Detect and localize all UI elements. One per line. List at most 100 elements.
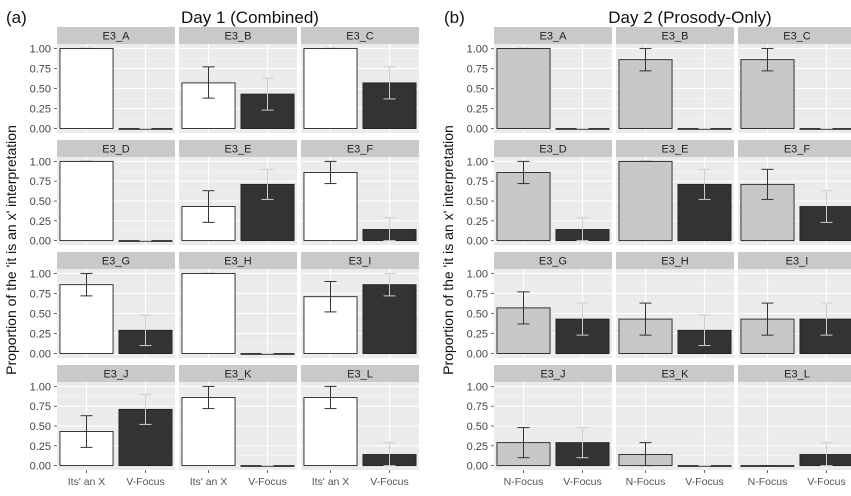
- y-tick-label: 0.25: [30, 329, 51, 341]
- facet-title: E3_G: [539, 256, 567, 268]
- y-tick-label: 0.50: [467, 421, 488, 433]
- y-axis-label: Proportion of the 'it is an x' interpret…: [440, 125, 456, 375]
- bar: [303, 48, 358, 129]
- y-tick-label: 1.00: [467, 156, 488, 168]
- y-tick-label: 0.00: [467, 124, 488, 136]
- y-tick-label: 0.50: [30, 421, 51, 433]
- facet: E3_C: [301, 27, 419, 133]
- facet-title: E3_A: [540, 31, 568, 43]
- x-tick-label: N-Focus: [626, 476, 666, 488]
- facet: E3_J 0.00 0.25 0.50 0.75 1.00 N-Focus V-Focus: [467, 365, 612, 488]
- y-tick-label: 1.00: [30, 156, 51, 168]
- facet-strip: [494, 365, 612, 382]
- y-tick-label: 1.00: [467, 268, 488, 280]
- x-tick-label: V-Focus: [807, 476, 846, 488]
- x-tick-label: V-Focus: [126, 476, 165, 488]
- bar: [59, 160, 114, 242]
- y-tick-label: 0.75: [467, 176, 488, 188]
- facet-strip: [616, 140, 734, 157]
- facet: E3_G 0.00 0.25 0.50 0.75 1.00: [30, 252, 175, 361]
- facet-title: E3_G: [102, 256, 130, 268]
- x-tick-label: V-Focus: [685, 476, 724, 488]
- facet-strip: [57, 140, 175, 157]
- y-tick-label: 1.00: [467, 381, 488, 393]
- facet-title: E3_C: [346, 31, 374, 43]
- y-axis-label: Proportion of the 'it is an x' interpret…: [3, 125, 19, 375]
- facet: E3_D 0.00 0.25 0.50 0.75 1.00: [467, 140, 612, 248]
- facet: E3_K N-Focus V-Focus: [616, 365, 734, 488]
- chart-title: Day 1 (Combined): [181, 8, 319, 27]
- facet: E3_G 0.00 0.25 0.50 0.75 1.00: [467, 252, 612, 361]
- y-tick-label: 0.00: [30, 349, 51, 361]
- y-tick-label: 0.25: [30, 216, 51, 228]
- facet-title: E3_A: [103, 31, 131, 43]
- y-tick-label: 0.25: [467, 441, 488, 453]
- bar: [181, 397, 236, 467]
- bar: [59, 48, 114, 129]
- facet-title: E3_B: [225, 31, 252, 43]
- facet: E3_D 0.00 0.25 0.50 0.75 1.00: [30, 140, 175, 248]
- bar: [496, 48, 551, 129]
- facet-strip: [494, 140, 612, 157]
- facet: E3_I: [738, 252, 851, 358]
- facet-strip: [494, 252, 612, 269]
- facet: E3_E: [616, 140, 734, 245]
- facet-strip: [616, 365, 734, 382]
- y-tick-label: 0.75: [30, 63, 51, 75]
- chart-panel-b: (b) Day 2 (Prosody-Only) Proportion of the…: [440, 8, 851, 488]
- facet-strip: [179, 27, 297, 44]
- y-tick-label: 0.75: [467, 288, 488, 300]
- facet: E3_B: [616, 27, 734, 133]
- y-tick-label: 0.00: [30, 461, 51, 473]
- y-tick-label: 1.00: [30, 268, 51, 280]
- facet-strip: [738, 365, 851, 382]
- facet-title: E3_F: [347, 144, 374, 156]
- facet-strip: [494, 27, 612, 44]
- y-tick-label: 0.75: [467, 63, 488, 75]
- facet-title: E3_K: [225, 369, 253, 381]
- facet-strip: [738, 27, 851, 44]
- facet: E3_H: [179, 252, 297, 358]
- facet-title: E3_D: [102, 144, 130, 156]
- facet-title: E3_I: [786, 256, 809, 268]
- chart-panel-a: (a) Day 1 (Combined) Proportion of the 'it…: [3, 8, 419, 488]
- bar: [799, 206, 851, 242]
- x-tick-label: V-Focus: [248, 476, 287, 488]
- facet-title: E3_F: [784, 144, 811, 156]
- facet: E3_K Its' an X V-Focus: [179, 365, 297, 488]
- y-tick-label: 0.00: [467, 461, 488, 473]
- y-tick-label: 0.25: [467, 329, 488, 341]
- facet: E3_A 0.00 0.25 0.50 0.75 1.00: [467, 27, 612, 136]
- facet: E3_H: [616, 252, 734, 358]
- facet-title: E3_B: [662, 31, 689, 43]
- y-tick-label: 0.50: [30, 196, 51, 208]
- panel-label: (a): [6, 8, 27, 27]
- y-tick-label: 0.25: [30, 104, 51, 116]
- bar: [618, 160, 673, 242]
- y-tick-label: 0.25: [30, 441, 51, 453]
- facet: E3_L Its' an X V-Focus: [301, 365, 419, 488]
- facet: E3_E: [179, 140, 297, 245]
- y-tick-label: 0.50: [467, 84, 488, 96]
- x-tick-label: Its' an X: [68, 476, 106, 488]
- x-tick-label: N-Focus: [748, 476, 788, 488]
- y-tick-label: 1.00: [467, 43, 488, 55]
- x-tick-label: N-Focus: [504, 476, 544, 488]
- facet-strip: [179, 365, 297, 382]
- y-tick-label: 0.75: [30, 401, 51, 413]
- y-tick-label: 0.00: [467, 236, 488, 248]
- facet-strip: [57, 365, 175, 382]
- facet-strip: [738, 140, 851, 157]
- bar: [181, 273, 236, 355]
- facet-strip: [738, 252, 851, 269]
- facet-title: E3_H: [661, 256, 689, 268]
- facet-title: E3_C: [783, 31, 811, 43]
- facet: E3_J 0.00 0.25 0.50 0.75 1.00 Its' an X V-Focus: [30, 365, 175, 488]
- facet-title: E3_L: [784, 369, 810, 381]
- facet-title: E3_J: [103, 369, 128, 381]
- facet-strip: [179, 140, 297, 157]
- y-tick-label: 0.00: [30, 124, 51, 136]
- bar: [799, 318, 851, 354]
